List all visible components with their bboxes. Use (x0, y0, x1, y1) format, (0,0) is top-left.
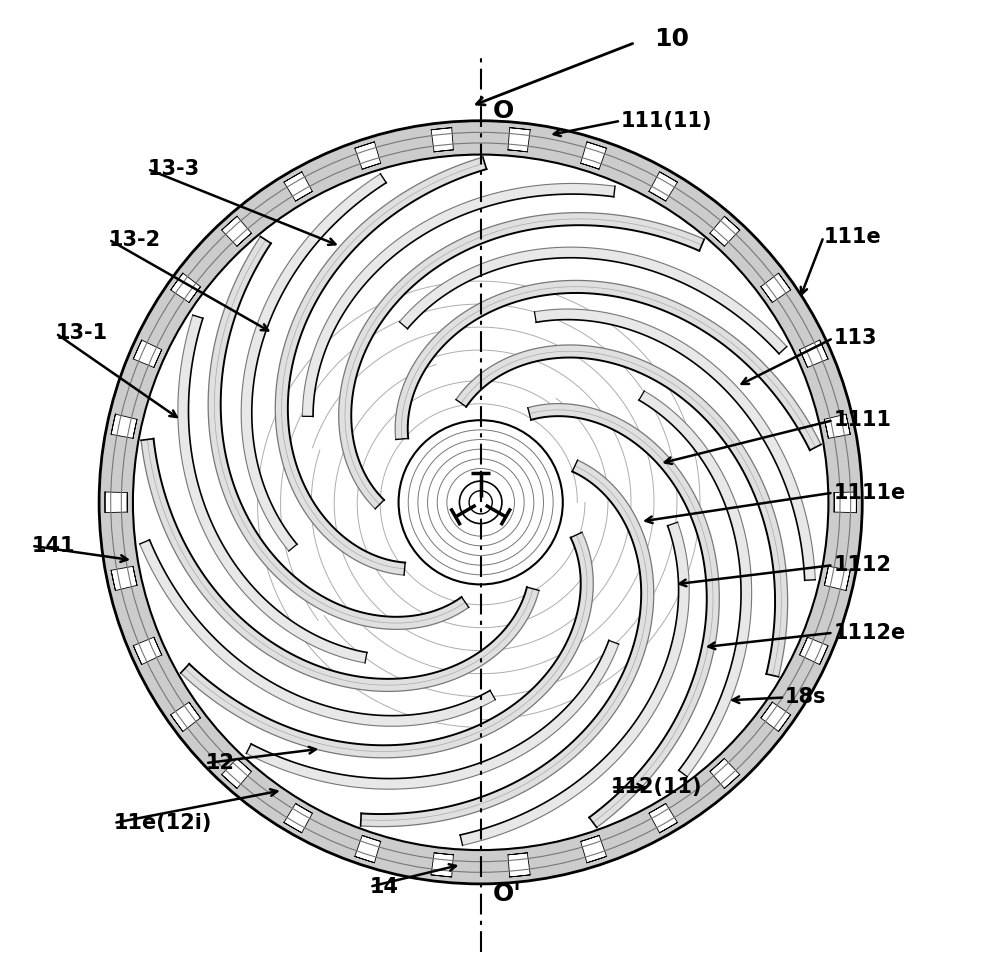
Polygon shape (339, 213, 704, 509)
Circle shape (399, 420, 563, 584)
Polygon shape (284, 804, 312, 833)
Polygon shape (581, 836, 607, 863)
Text: O: O (492, 99, 514, 123)
Text: 13-2: 13-2 (109, 230, 161, 249)
Polygon shape (222, 758, 251, 788)
Polygon shape (275, 157, 487, 575)
Polygon shape (111, 414, 137, 439)
Text: O': O' (492, 882, 521, 905)
Polygon shape (800, 340, 828, 367)
Polygon shape (800, 638, 828, 665)
Polygon shape (639, 391, 752, 777)
Polygon shape (824, 414, 850, 439)
Text: 112(11): 112(11) (611, 778, 703, 797)
Polygon shape (178, 315, 367, 663)
Text: 111(11): 111(11) (621, 111, 712, 130)
Text: 1112: 1112 (833, 555, 891, 575)
Polygon shape (528, 404, 719, 828)
Polygon shape (508, 128, 530, 152)
Text: 14: 14 (370, 877, 399, 896)
Polygon shape (355, 836, 381, 863)
Polygon shape (581, 142, 607, 169)
Text: 10: 10 (655, 27, 690, 50)
Circle shape (469, 491, 492, 514)
Polygon shape (284, 172, 312, 201)
Polygon shape (761, 702, 791, 731)
Text: 141: 141 (31, 536, 75, 555)
Polygon shape (111, 566, 137, 590)
Polygon shape (508, 853, 530, 877)
Text: 13-1: 13-1 (56, 324, 108, 343)
Polygon shape (431, 128, 453, 152)
Circle shape (99, 121, 862, 884)
Polygon shape (710, 758, 740, 788)
Text: 111e: 111e (824, 227, 881, 246)
Polygon shape (534, 309, 815, 581)
Polygon shape (824, 566, 850, 590)
Polygon shape (456, 345, 788, 677)
Polygon shape (649, 172, 677, 201)
Text: 13-3: 13-3 (147, 159, 200, 179)
Polygon shape (171, 702, 200, 731)
Polygon shape (399, 247, 787, 354)
Text: 18s: 18s (785, 688, 826, 707)
Circle shape (475, 497, 486, 508)
Polygon shape (133, 340, 162, 367)
Polygon shape (834, 492, 856, 513)
Polygon shape (140, 540, 495, 726)
Text: 1112e: 1112e (833, 623, 906, 642)
Text: 1111: 1111 (833, 411, 891, 430)
Polygon shape (181, 532, 593, 758)
Text: 113: 113 (833, 328, 877, 348)
Text: 12: 12 (205, 753, 234, 773)
Polygon shape (222, 216, 251, 246)
Polygon shape (710, 216, 740, 246)
Polygon shape (460, 523, 689, 845)
Polygon shape (355, 142, 381, 169)
Polygon shape (361, 460, 654, 827)
Polygon shape (171, 273, 200, 302)
Polygon shape (208, 237, 469, 630)
Polygon shape (649, 804, 677, 833)
Polygon shape (302, 184, 615, 416)
Polygon shape (431, 853, 453, 877)
Polygon shape (141, 439, 539, 692)
Polygon shape (246, 640, 619, 789)
Text: 11e(12i): 11e(12i) (114, 813, 212, 833)
Polygon shape (241, 174, 386, 551)
Text: 1111e: 1111e (833, 483, 906, 502)
Polygon shape (761, 273, 791, 302)
Polygon shape (133, 638, 162, 665)
Polygon shape (395, 280, 821, 450)
Polygon shape (105, 492, 127, 513)
Circle shape (459, 481, 502, 524)
